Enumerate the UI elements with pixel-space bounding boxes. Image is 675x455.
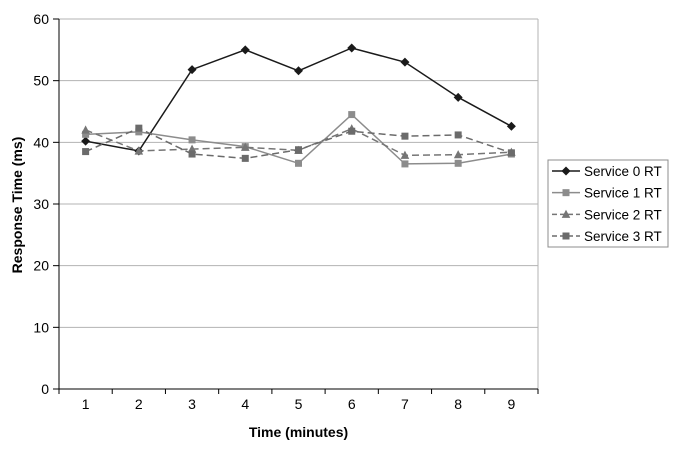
x-tick-label: 1 (82, 396, 90, 412)
x-tick-label: 5 (295, 396, 303, 412)
series-marker-service-2-rt (240, 142, 250, 151)
y-tick-label: 30 (33, 196, 49, 212)
series-marker-service-3-rt (135, 124, 143, 132)
x-axis-title: Time (minutes) (248, 424, 349, 440)
series-marker-service-0-rt (400, 57, 410, 67)
x-tick-label: 7 (401, 396, 409, 412)
series-marker-service-2-rt (453, 150, 463, 159)
x-tick-label: 8 (454, 396, 462, 412)
legend-marker-service-2-rt (561, 209, 571, 218)
series-marker-service-3-rt (507, 149, 515, 157)
series-marker-service-1-rt (82, 130, 90, 138)
legend-label-service-3-rt: Service 3 RT (584, 229, 662, 244)
legend-label-service-1-rt: Service 1 RT (584, 186, 662, 201)
x-tick-label: 2 (135, 396, 143, 412)
series-line-service-2-rt (85, 127, 512, 157)
legend-marker-service-3-rt (562, 232, 570, 240)
series-marker-service-2-rt (81, 125, 90, 134)
series-marker-service-0-rt (506, 121, 516, 131)
legend-marker-service-1-rt (562, 189, 570, 197)
series-marker-service-1-rt (348, 111, 356, 119)
series-marker-service-3-rt (454, 131, 462, 139)
y-tick-label: 0 (41, 381, 49, 397)
x-tick-label: 3 (188, 396, 196, 412)
series-marker-service-3-rt (295, 146, 302, 154)
x-tick-label: 6 (348, 396, 356, 412)
series-marker-service-0-rt (347, 43, 357, 53)
series-marker-service-0-rt (81, 136, 91, 146)
y-tick-label: 10 (33, 319, 49, 335)
series-marker-service-0-rt (294, 66, 303, 76)
legend-label-service-2-rt: Service 2 RT (584, 207, 662, 222)
y-tick-label: 50 (33, 73, 49, 89)
series-marker-service-3-rt (241, 154, 249, 162)
legend-label-service-0-rt: Service 0 RT (584, 164, 662, 179)
series-marker-service-2-rt (134, 146, 144, 155)
series-marker-service-3-rt (188, 150, 196, 158)
series-marker-service-0-rt (240, 45, 250, 55)
series-marker-service-0-rt (453, 92, 463, 102)
y-axis-title: Response Time (ms) (9, 136, 25, 274)
series-marker-service-1-rt (454, 159, 462, 167)
y-tick-label: 60 (33, 11, 49, 27)
series-marker-service-1-rt (188, 136, 196, 144)
series-line-service-1-rt (85, 113, 512, 165)
y-tick-label: 40 (33, 134, 49, 150)
series-marker-service-1-rt (135, 128, 143, 136)
series-marker-service-3-rt (82, 148, 90, 156)
x-tick-label: 4 (241, 396, 249, 412)
series-marker-service-1-rt (295, 159, 302, 167)
y-tick-label: 20 (33, 258, 49, 274)
legend-marker-service-0-rt (561, 166, 571, 176)
series-marker-service-3-rt (401, 132, 409, 140)
series-marker-service-3-rt (348, 127, 356, 135)
series-marker-service-1-rt (401, 160, 409, 168)
series-marker-service-2-rt (400, 150, 410, 159)
x-tick-label: 9 (507, 396, 515, 412)
series-marker-service-0-rt (187, 65, 197, 75)
